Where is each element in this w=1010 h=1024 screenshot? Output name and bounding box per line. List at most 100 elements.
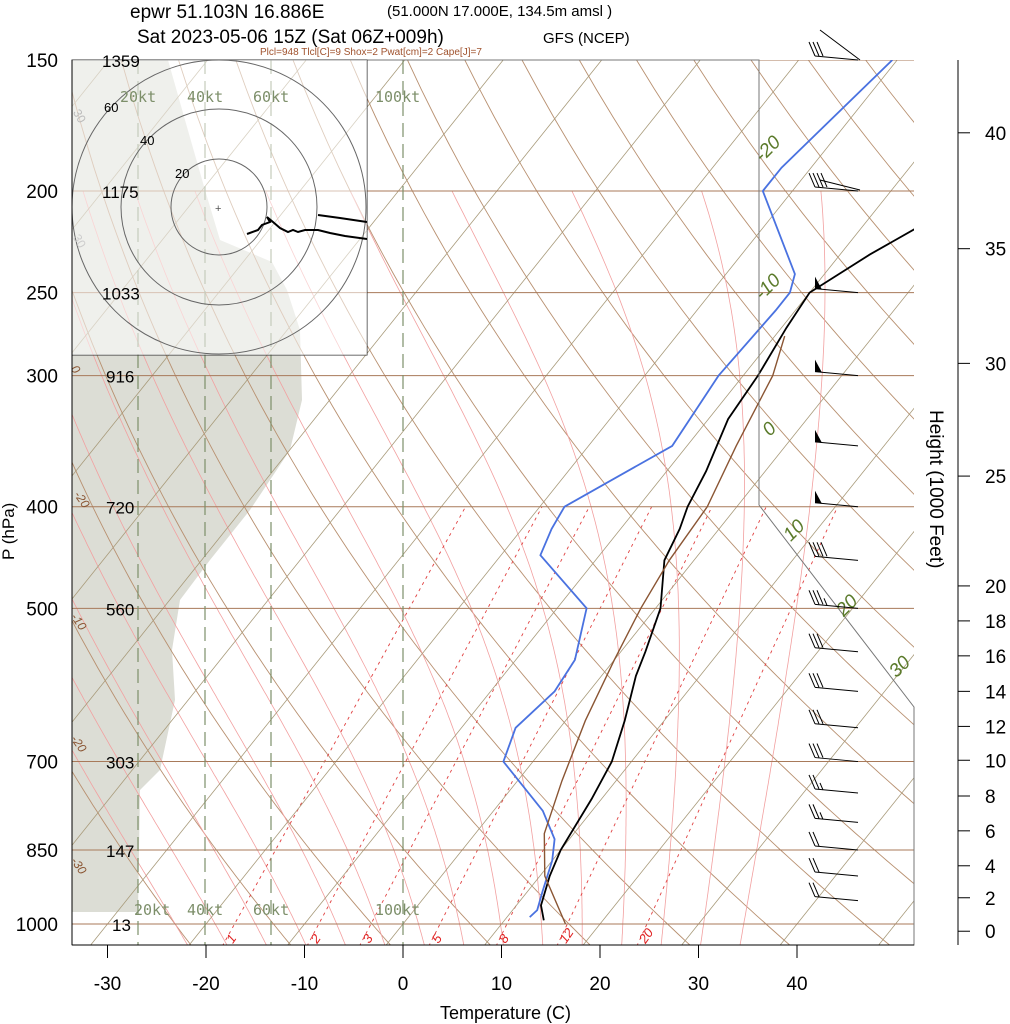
geopotential-label: 13: [112, 916, 131, 935]
barb-feather: [808, 743, 816, 758]
x-axis-label: Temperature (C): [440, 1003, 571, 1023]
barb-feather: [808, 709, 816, 725]
barb-feather: [812, 590, 820, 605]
barb-feather: [816, 41, 824, 57]
barb-staff: [814, 817, 859, 823]
dry-adiabat-line: [521, 60, 914, 571]
barb-pennant: [815, 490, 822, 504]
barb-feather: [808, 804, 816, 819]
isotherm-line: [681, 653, 914, 945]
dry-adiabat-line: [292, 60, 914, 885]
barb-feather: [816, 673, 824, 688]
wind-barb: [808, 743, 859, 763]
hodograph-ring-label-60: 60: [104, 100, 118, 115]
height-tick-label: 14: [985, 682, 1007, 703]
hodograph-ring-label-40: 40: [140, 133, 154, 148]
barb-feather: [812, 882, 820, 897]
barb-staff: [814, 723, 859, 729]
barb-staff: [814, 845, 859, 851]
pressure-tick-label: 200: [26, 182, 58, 203]
moist-adiabat-line: [72, 297, 386, 945]
moist-adiabat-line: [72, 597, 267, 945]
barb-feather: [808, 673, 816, 688]
height-tick-label: 25: [985, 467, 1006, 488]
isotherm-line: [582, 530, 914, 945]
x-tick-label: 20: [589, 974, 610, 995]
barb-feather: [808, 633, 816, 648]
barb-half-feather: [823, 598, 828, 606]
height-tick-label: 40: [985, 124, 1006, 145]
moist-adiabat-line: [72, 413, 346, 945]
dry-adiabat-line: [72, 619, 292, 945]
hodograph-ring-label-20: 20: [175, 166, 189, 181]
height-tick-label: 0: [985, 922, 996, 943]
station-title: epwr 51.103N 16.886E: [130, 2, 324, 23]
geopotential-label: 560: [106, 600, 134, 619]
barb-feather: [808, 831, 816, 847]
hodograph-ring-20: [170, 158, 268, 256]
dry-adiabat-line: [407, 60, 914, 726]
isotherm-line: [72, 60, 701, 846]
moist-adiabat-line: [72, 511, 307, 945]
dry-adiabat-line: [578, 60, 914, 495]
height-tick-label: 20: [985, 577, 1006, 598]
wind-barb: [814, 429, 859, 447]
pressure-tick-label: 850: [26, 841, 58, 862]
barb-feather: [812, 774, 820, 790]
dry-adiabat-line: [120, 60, 691, 945]
hodograph-ring-60: [72, 60, 367, 355]
x-tick-label: -30: [94, 974, 121, 995]
x-tick-label: -10: [291, 974, 318, 995]
barb-pennant: [815, 276, 822, 290]
isotherm-line: [287, 161, 914, 945]
barb-pennant: [815, 429, 822, 443]
x-tick-label: 10: [491, 974, 512, 995]
barb-feather: [816, 633, 824, 648]
hodograph-center-marker: +: [215, 203, 221, 215]
barb-feather: [808, 542, 816, 557]
moist-adiabat-line: [72, 749, 189, 945]
barb-feather: [812, 542, 820, 557]
barb-feather: [820, 542, 828, 557]
dry-adiabats: [72, 60, 914, 945]
x-tick-label: 40: [786, 974, 807, 995]
barb-half-feather: [819, 812, 824, 820]
wind-barbs: [808, 29, 861, 902]
barb-staff: [814, 555, 859, 561]
dry-adiabat-line: [235, 60, 891, 945]
pressure-tick-label: 700: [26, 753, 58, 774]
isotherm-line: [0, 29, 36, 947]
geopotential-label: 1359: [102, 52, 140, 71]
moist-adiabat-line: [194, 190, 504, 945]
isotherm-label: 0: [759, 418, 782, 441]
moist-adiabats: [72, 190, 826, 945]
barb-feather: [812, 804, 820, 819]
barb-feather: [812, 633, 820, 648]
speed-labels: 20kt 40kt 60kt 100kt 20kt 40kt 60kt 100k…: [120, 88, 420, 919]
wind-barb: [814, 359, 859, 377]
barb-feather: [816, 542, 824, 557]
hodograph: 60 40 20 + 30 30: [71, 59, 368, 356]
barb-feather: [812, 673, 820, 688]
wind-barb: [808, 673, 859, 692]
hodograph-ring-40: [120, 108, 318, 306]
barb-staff: [814, 603, 859, 609]
geopotential-label: 916: [106, 368, 134, 387]
barb-half-feather: [819, 782, 824, 791]
height-tick-label: 18: [985, 612, 1006, 633]
height-tick-label: 10: [985, 751, 1006, 772]
barb-staff: [814, 896, 859, 902]
geopotential-label: 1033: [102, 285, 140, 304]
dry-adiabat-line: [72, 461, 392, 945]
parcel-profile: [543, 335, 786, 925]
height-tick-label: 6: [985, 822, 996, 843]
barb-feather: [812, 172, 820, 188]
wind-barb: [808, 709, 859, 729]
mixing-ratio-line: [359, 506, 590, 945]
hodograph-trace: [246, 216, 367, 240]
barb-feather: [816, 590, 824, 605]
station-detail: (51.000N 17.000E, 134.5m amsl ): [387, 3, 612, 20]
barb-staff: [814, 186, 859, 192]
barb-feather: [820, 172, 828, 188]
